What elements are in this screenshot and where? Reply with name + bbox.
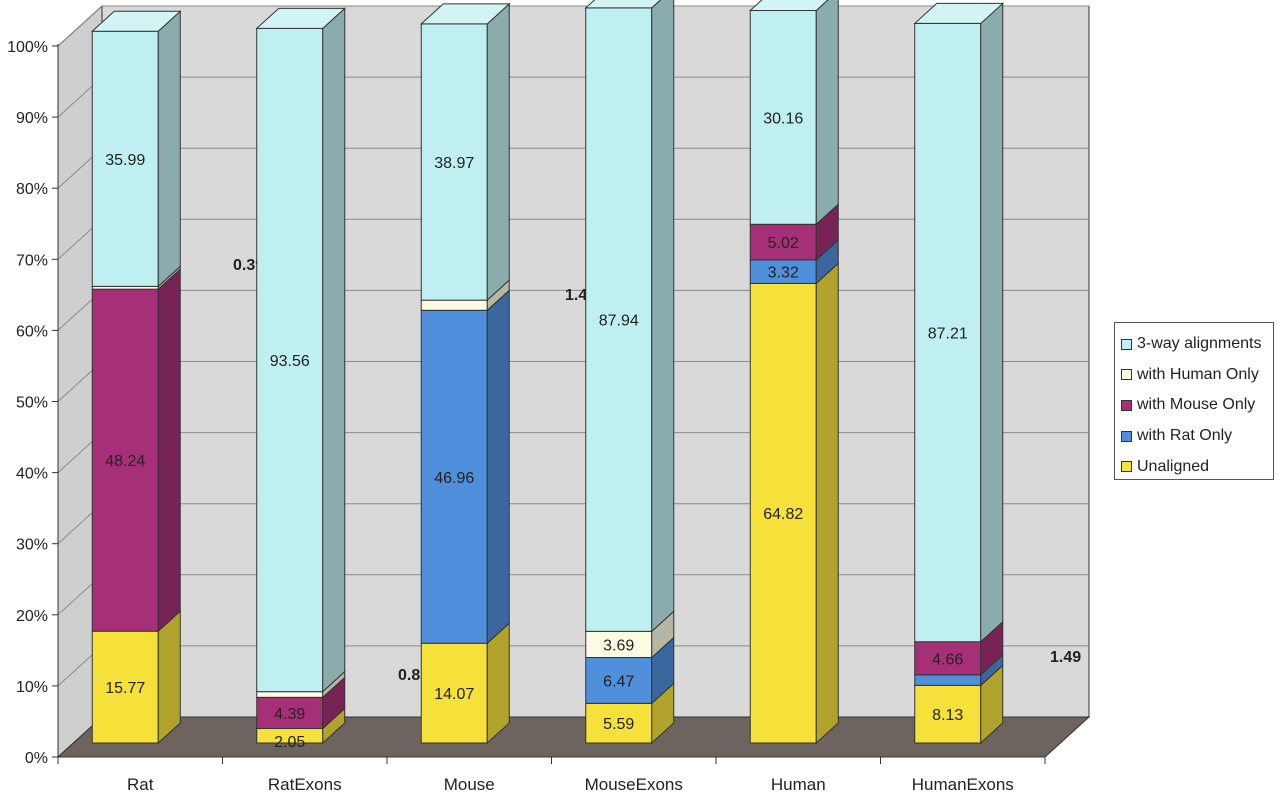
y-tick-label: 40%: [16, 466, 48, 483]
data-label: 6.47: [603, 673, 634, 690]
legend-label: with Human Only: [1137, 365, 1259, 383]
bar-segment: [585, 7, 653, 632]
bar-segment: [749, 9, 817, 225]
bar-segment-side: [815, 262, 839, 745]
bar-segment: [914, 641, 982, 676]
x-tick-label: HumanExons: [912, 775, 1014, 792]
data-label: 48.24: [105, 453, 145, 470]
legend-label: Unaligned: [1137, 457, 1210, 475]
bar-segment-side: [157, 268, 181, 633]
y-tick-label: 60%: [16, 323, 48, 340]
bar-segment: [91, 288, 159, 632]
bar-segment: [749, 282, 817, 744]
data-label: 5.02: [768, 235, 799, 252]
data-label: 64.82: [763, 506, 803, 523]
y-tick-label: 20%: [16, 608, 48, 625]
bar-top-face: [90, 10, 182, 32]
bar-segment: [914, 684, 982, 744]
bar-segment-side: [157, 610, 181, 745]
data-label: 1.49: [1050, 649, 1081, 666]
legend-item-with-rat-only: with Rat Only: [1121, 421, 1273, 452]
legend-label: with Mouse Only: [1137, 396, 1256, 414]
bar-segment-side: [815, 0, 839, 226]
data-label: 14.07: [434, 686, 474, 703]
legend-label: 3-way alignments: [1137, 335, 1262, 353]
y-tick-label: 0%: [25, 750, 48, 767]
legend-item-with-human-only: with Human Only: [1121, 360, 1273, 391]
data-label: 5.59: [603, 716, 634, 733]
data-label: 2.05: [274, 734, 305, 751]
bar-top-face: [913, 2, 1005, 24]
bar-segment: [914, 22, 982, 643]
bar-segment: [585, 630, 653, 658]
data-label: 3.32: [768, 265, 799, 282]
legend-swatch: [1121, 461, 1132, 473]
bar-segment: [91, 30, 159, 287]
x-tick-label: MouseExons: [585, 775, 683, 792]
bar-segment-side: [486, 289, 510, 645]
y-tick-label: 10%: [16, 679, 48, 696]
data-label: 93.56: [270, 353, 310, 370]
data-label: 15.77: [105, 680, 145, 697]
chart-legend: 3-way alignments with Human Only with Mo…: [1114, 322, 1274, 480]
legend-swatch: [1121, 430, 1132, 442]
legend-item-with-mouse-only: with Mouse Only: [1121, 390, 1273, 421]
bar-top-face: [584, 0, 662, 9]
y-tick-label: 50%: [16, 395, 48, 412]
data-label: 3.69: [603, 637, 634, 654]
data-label: 38.97: [434, 155, 474, 172]
data-label: 35.99: [105, 152, 145, 169]
data-label: 8.13: [932, 707, 963, 724]
x-tick-label: Mouse: [444, 775, 495, 792]
data-label: 87.94: [599, 313, 639, 330]
bar-top-face: [255, 7, 347, 29]
bar-segment-side: [486, 622, 510, 745]
legend-label: with Rat Only: [1137, 427, 1233, 445]
bar-segment: [91, 630, 159, 744]
bar-segment: [914, 674, 982, 686]
data-label: 4.39: [274, 706, 305, 723]
data-label: 0.8: [398, 667, 420, 684]
bar-segment: [585, 702, 653, 744]
legend-item-3way: 3-way alignments: [1121, 329, 1273, 360]
bar-segment-side: [322, 7, 346, 693]
legend-item-unaligned: Unaligned: [1121, 451, 1273, 482]
legend-swatch: [1121, 338, 1132, 350]
data-label: 4.66: [932, 651, 963, 668]
bar-segment-side: [157, 10, 181, 288]
bar-segment-side: [486, 2, 510, 302]
x-tick-label: Rat: [127, 775, 154, 792]
bar-segment-side: [980, 2, 1004, 643]
bar-top-face: [748, 0, 829, 11]
bar-top-face: [419, 3, 511, 25]
bar-segment: [256, 27, 324, 693]
y-tick-label: 70%: [16, 252, 48, 269]
bar-segment-side: [651, 0, 675, 633]
y-tick-label: 30%: [16, 537, 48, 554]
y-tick-label: 90%: [16, 110, 48, 127]
bar-segment: [256, 691, 324, 698]
bar-segment: [256, 696, 324, 729]
x-tick-label: Human: [771, 775, 826, 792]
data-label: 46.96: [434, 470, 474, 487]
bar-segment: [420, 23, 488, 301]
y-tick-label: 80%: [16, 181, 48, 198]
x-tick-label: RatExons: [268, 775, 342, 792]
legend-swatch: [1121, 399, 1132, 411]
legend-swatch: [1121, 369, 1132, 381]
y-tick-label: 100%: [7, 39, 48, 56]
bar-segment: [420, 299, 488, 311]
bar-segment: [420, 642, 488, 744]
data-label: 30.16: [763, 110, 803, 127]
data-label: 87.21: [928, 326, 968, 343]
